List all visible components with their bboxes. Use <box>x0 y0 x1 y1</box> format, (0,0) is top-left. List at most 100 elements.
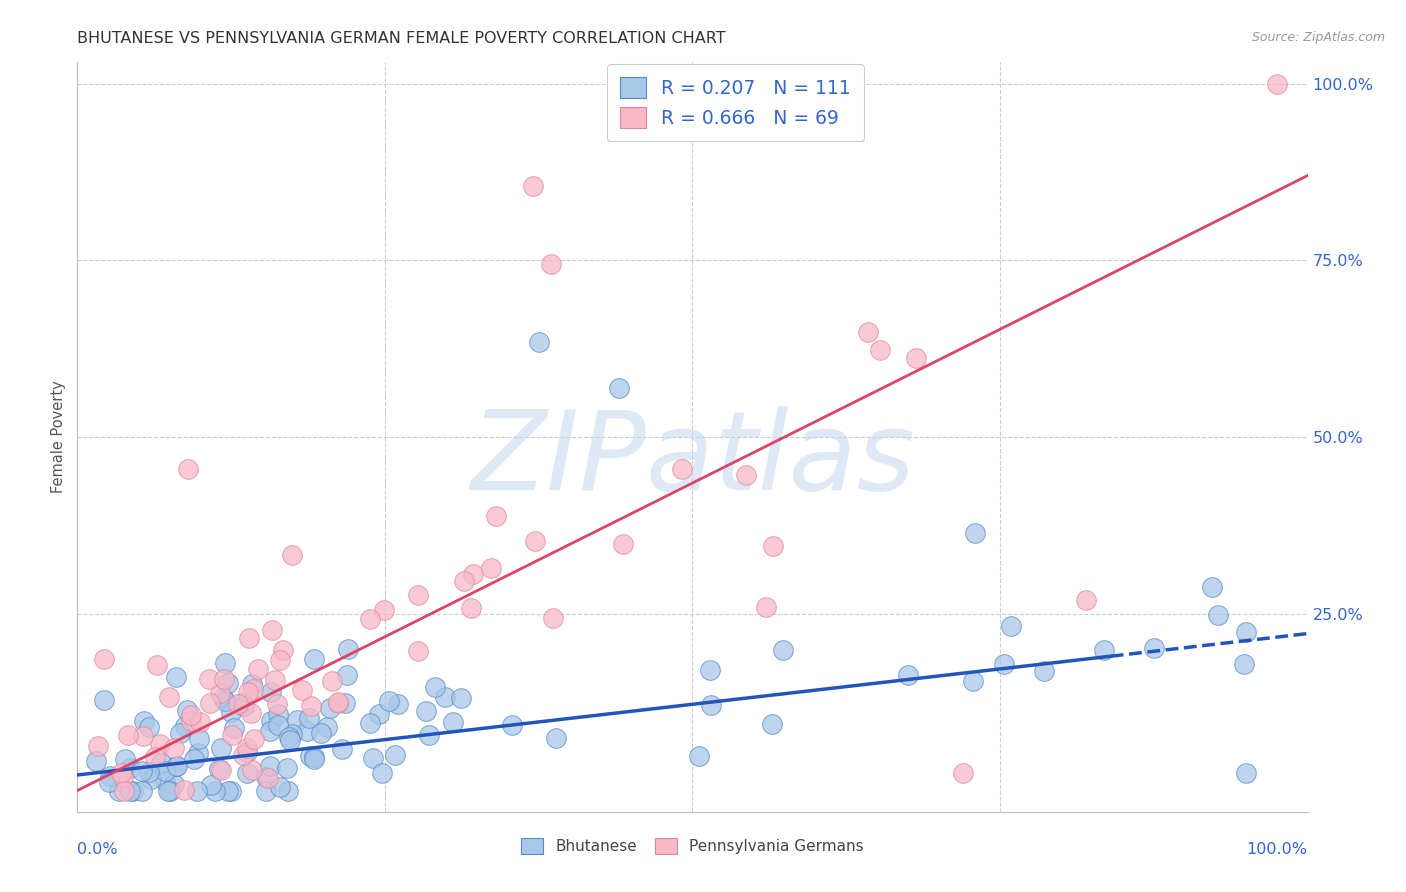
Point <box>236 765 259 780</box>
Point <box>84 755 107 769</box>
Point <box>423 680 446 694</box>
Point <box>260 623 283 637</box>
Point <box>1234 765 1257 780</box>
Point <box>762 539 785 553</box>
Point <box>485 509 508 524</box>
Point <box>165 758 187 772</box>
Point <box>114 752 136 766</box>
Point <box>209 741 232 756</box>
Point <box>460 601 482 615</box>
Point <box>965 525 987 540</box>
Point <box>222 721 245 735</box>
Point <box>162 777 184 791</box>
Point <box>905 351 928 366</box>
Point <box>370 765 392 780</box>
Point <box>276 761 298 775</box>
Point <box>212 690 235 705</box>
Point <box>108 783 131 797</box>
Point <box>98 768 121 782</box>
Point <box>450 690 472 705</box>
Point <box>208 686 231 700</box>
Point <box>1233 657 1256 672</box>
Point <box>952 765 974 780</box>
Point <box>93 651 115 665</box>
Text: 100.0%: 100.0% <box>1247 842 1308 856</box>
Point <box>226 697 249 711</box>
Point <box>319 701 342 715</box>
Point <box>993 657 1015 671</box>
Point <box>326 696 349 710</box>
Point <box>231 696 253 710</box>
Point <box>373 603 395 617</box>
Point <box>180 708 202 723</box>
Point <box>188 715 211 730</box>
Point <box>111 770 134 784</box>
Point <box>772 643 794 657</box>
Point <box>254 783 277 797</box>
Point <box>453 574 475 588</box>
Point <box>418 728 440 742</box>
Point <box>187 731 209 746</box>
Point <box>540 257 562 271</box>
Point <box>157 690 180 704</box>
Point <box>166 758 188 772</box>
Point <box>335 696 357 710</box>
Point <box>278 731 301 745</box>
Point <box>239 706 262 721</box>
Point <box>1076 592 1098 607</box>
Point <box>198 672 221 686</box>
Point <box>441 714 464 729</box>
Point <box>93 692 115 706</box>
Point <box>699 663 721 677</box>
Point <box>298 749 321 764</box>
Point <box>856 325 879 339</box>
Point <box>110 766 132 780</box>
Point <box>246 662 269 676</box>
Point <box>145 658 167 673</box>
Point <box>219 706 242 720</box>
Point <box>378 694 401 708</box>
Point <box>368 707 391 722</box>
Point <box>236 745 259 759</box>
Point <box>406 644 429 658</box>
Point <box>236 741 259 756</box>
Y-axis label: Female Poverty: Female Poverty <box>51 381 66 493</box>
Point <box>187 746 209 760</box>
Point <box>1234 625 1257 640</box>
Point <box>169 726 191 740</box>
Point <box>297 711 319 725</box>
Point <box>541 611 564 625</box>
Point <box>139 772 162 786</box>
Point <box>285 713 308 727</box>
Point <box>671 462 693 476</box>
Point <box>299 698 322 713</box>
Point <box>962 673 984 688</box>
Point <box>336 668 359 682</box>
Point <box>869 343 891 357</box>
Point <box>200 779 222 793</box>
Point <box>304 652 326 666</box>
Point <box>180 714 202 728</box>
Point <box>546 731 568 746</box>
Point <box>238 632 260 646</box>
Point <box>267 717 290 731</box>
Point <box>280 548 302 562</box>
Point <box>138 720 160 734</box>
Point <box>523 534 546 549</box>
Point <box>240 677 263 691</box>
Point <box>1265 77 1288 91</box>
Point <box>257 771 280 785</box>
Point <box>735 468 758 483</box>
Point <box>122 783 145 797</box>
Point <box>260 714 283 729</box>
Point <box>118 761 141 775</box>
Point <box>242 681 264 696</box>
Point <box>337 642 360 657</box>
Point <box>143 750 166 764</box>
Point <box>117 728 139 742</box>
Point <box>236 685 259 699</box>
Point <box>204 783 226 797</box>
Point <box>165 670 187 684</box>
Point <box>501 718 523 732</box>
Point <box>463 566 485 581</box>
